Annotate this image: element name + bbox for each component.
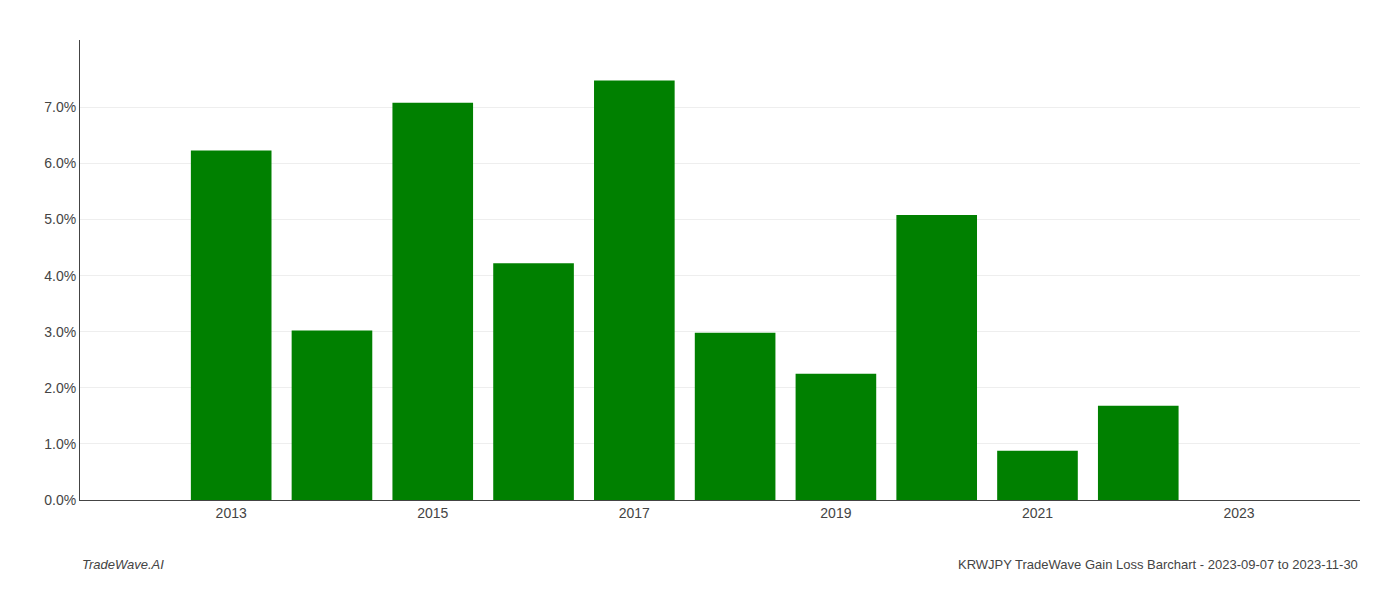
svg-text:2021: 2021 bbox=[1022, 505, 1053, 521]
svg-text:KRWJPY TradeWave Gain Loss Bar: KRWJPY TradeWave Gain Loss Barchart - 20… bbox=[958, 557, 1358, 572]
svg-text:3.0%: 3.0% bbox=[44, 324, 76, 340]
svg-text:2019: 2019 bbox=[820, 505, 851, 521]
svg-text:4.0%: 4.0% bbox=[44, 268, 76, 284]
svg-text:TradeWave.AI: TradeWave.AI bbox=[82, 557, 164, 572]
svg-text:5.0%: 5.0% bbox=[44, 211, 76, 227]
svg-text:1.0%: 1.0% bbox=[44, 436, 76, 452]
svg-text:2023: 2023 bbox=[1223, 505, 1254, 521]
svg-text:0.0%: 0.0% bbox=[44, 492, 76, 508]
svg-text:6.0%: 6.0% bbox=[44, 155, 76, 171]
svg-text:7.0%: 7.0% bbox=[44, 99, 76, 115]
svg-text:2017: 2017 bbox=[619, 505, 650, 521]
svg-text:2015: 2015 bbox=[417, 505, 448, 521]
svg-text:2013: 2013 bbox=[216, 505, 247, 521]
svg-text:2.0%: 2.0% bbox=[44, 380, 76, 396]
